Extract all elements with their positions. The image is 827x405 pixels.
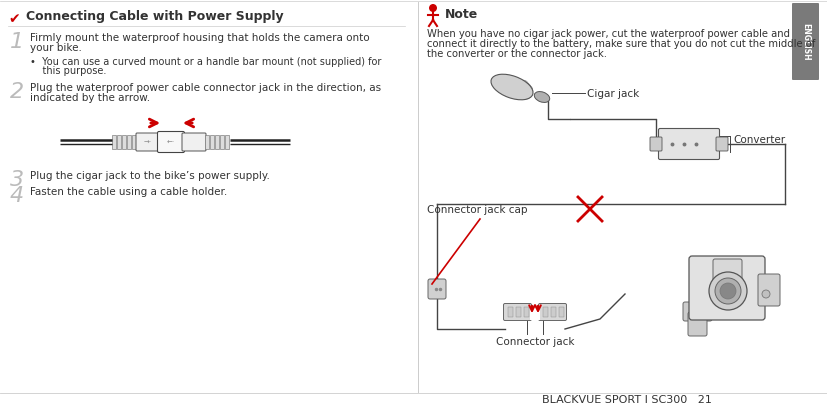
FancyBboxPatch shape (792, 4, 819, 81)
Text: Fasten the cable using a cable holder.: Fasten the cable using a cable holder. (30, 187, 227, 196)
Text: BLACKVUE SPORT I SC300   21: BLACKVUE SPORT I SC300 21 (542, 394, 712, 404)
Circle shape (720, 284, 736, 299)
Bar (220, 136, 224, 149)
Text: •  You can use a curved mount or a handle bar mount (not supplied) for: • You can use a curved mount or a handle… (30, 57, 381, 67)
Text: Plug the cigar jack to the bike’s power supply.: Plug the cigar jack to the bike’s power … (30, 171, 270, 181)
FancyBboxPatch shape (136, 134, 160, 151)
Text: 4: 4 (10, 185, 24, 205)
FancyBboxPatch shape (716, 138, 728, 151)
Bar (543, 307, 548, 317)
Bar (516, 307, 521, 317)
FancyBboxPatch shape (758, 274, 780, 306)
Bar (112, 136, 116, 149)
Bar (132, 136, 136, 149)
Bar (225, 136, 229, 149)
FancyBboxPatch shape (689, 256, 765, 320)
Bar (508, 307, 513, 317)
Text: your bike.: your bike. (30, 43, 82, 53)
FancyBboxPatch shape (713, 259, 742, 281)
FancyBboxPatch shape (658, 129, 719, 160)
FancyBboxPatch shape (688, 312, 707, 336)
Text: the converter or the connector jack.: the converter or the connector jack. (427, 49, 607, 59)
Text: this purpose.: this purpose. (30, 66, 107, 76)
Text: Connector jack cap: Connector jack cap (427, 205, 528, 215)
FancyBboxPatch shape (650, 138, 662, 151)
FancyBboxPatch shape (504, 304, 532, 321)
Text: Plug the waterproof power cable connector jack in the direction, as: Plug the waterproof power cable connecto… (30, 83, 381, 93)
Text: 1: 1 (10, 32, 24, 52)
Text: Converter: Converter (733, 135, 785, 145)
FancyBboxPatch shape (538, 304, 566, 321)
Text: indicated by the arrow.: indicated by the arrow. (30, 93, 151, 103)
Ellipse shape (534, 92, 550, 103)
Text: Note: Note (445, 8, 478, 21)
Bar (127, 136, 131, 149)
Text: ←·: ←· (167, 140, 175, 146)
Bar (205, 136, 209, 149)
Circle shape (762, 290, 770, 298)
Bar (551, 307, 556, 317)
Text: Cigar jack: Cigar jack (587, 89, 639, 99)
FancyBboxPatch shape (428, 279, 446, 299)
Ellipse shape (491, 75, 533, 100)
Text: →·: →· (144, 140, 152, 146)
FancyBboxPatch shape (683, 302, 712, 321)
Bar (530, 308, 540, 320)
Bar (210, 136, 214, 149)
Bar (559, 307, 564, 317)
Circle shape (709, 272, 747, 310)
Bar (524, 307, 529, 317)
FancyBboxPatch shape (157, 132, 184, 153)
Circle shape (715, 278, 741, 304)
Text: connect it directly to the battery, make sure that you do not cut the middle of: connect it directly to the battery, make… (427, 39, 815, 49)
Text: 2: 2 (10, 82, 24, 102)
Text: ENGLISH: ENGLISH (801, 23, 810, 61)
Text: Connecting Cable with Power Supply: Connecting Cable with Power Supply (26, 10, 284, 23)
FancyBboxPatch shape (182, 134, 206, 151)
Bar (117, 136, 121, 149)
Text: 3: 3 (10, 170, 24, 190)
Circle shape (429, 5, 437, 13)
Bar (122, 136, 126, 149)
Bar (215, 136, 219, 149)
Text: ✔: ✔ (8, 12, 20, 26)
Text: When you have no cigar jack power, cut the waterproof power cable and: When you have no cigar jack power, cut t… (427, 29, 790, 39)
Text: Connector jack: Connector jack (495, 336, 574, 346)
Text: Firmly mount the waterproof housing that holds the camera onto: Firmly mount the waterproof housing that… (30, 33, 370, 43)
